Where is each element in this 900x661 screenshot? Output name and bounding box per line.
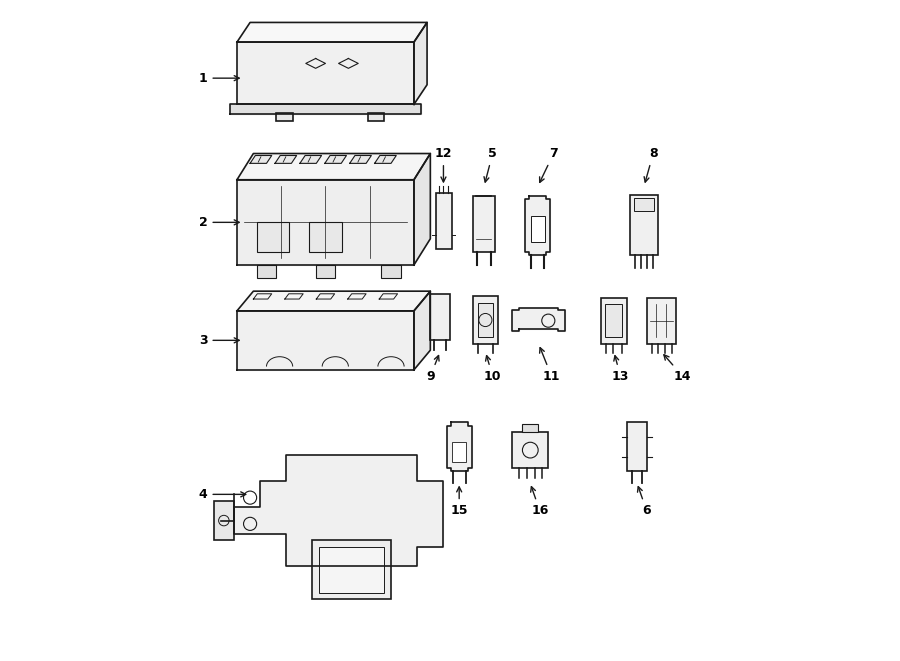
- Polygon shape: [237, 292, 430, 311]
- Bar: [430, 294, 450, 340]
- Bar: [309, 222, 342, 252]
- Polygon shape: [512, 307, 564, 331]
- Bar: [472, 296, 498, 344]
- Polygon shape: [414, 292, 430, 369]
- Polygon shape: [237, 153, 430, 180]
- Text: 1: 1: [199, 71, 239, 85]
- Bar: [522, 424, 538, 432]
- Polygon shape: [234, 455, 444, 566]
- Text: 6: 6: [637, 486, 651, 517]
- Polygon shape: [237, 42, 414, 104]
- Polygon shape: [350, 155, 372, 163]
- Text: 10: 10: [484, 356, 501, 383]
- Text: 2: 2: [199, 216, 239, 229]
- Polygon shape: [325, 155, 346, 163]
- Polygon shape: [300, 155, 321, 163]
- Bar: [531, 215, 545, 242]
- Bar: [606, 304, 623, 337]
- Bar: [382, 265, 400, 278]
- Text: 3: 3: [199, 334, 239, 347]
- Bar: [646, 297, 676, 344]
- Polygon shape: [237, 311, 414, 369]
- Text: 8: 8: [644, 147, 658, 182]
- Polygon shape: [414, 153, 430, 265]
- Bar: [601, 297, 627, 344]
- Bar: [630, 195, 658, 255]
- Bar: [478, 303, 493, 337]
- Bar: [436, 193, 452, 249]
- Polygon shape: [374, 155, 396, 163]
- Bar: [214, 501, 234, 540]
- Bar: [256, 222, 290, 252]
- Polygon shape: [526, 196, 550, 255]
- Polygon shape: [446, 422, 472, 471]
- Bar: [634, 198, 654, 212]
- Text: 15: 15: [450, 487, 468, 517]
- Bar: [316, 265, 336, 278]
- Text: 16: 16: [531, 486, 548, 517]
- Bar: [312, 540, 391, 600]
- Polygon shape: [237, 22, 428, 42]
- Text: 5: 5: [484, 147, 497, 182]
- Text: 9: 9: [426, 356, 439, 383]
- Polygon shape: [414, 22, 427, 104]
- Text: 14: 14: [664, 355, 691, 383]
- Bar: [452, 442, 466, 461]
- Bar: [472, 196, 495, 252]
- Bar: [256, 265, 276, 278]
- Text: 4: 4: [199, 488, 246, 501]
- Polygon shape: [237, 180, 414, 265]
- Bar: [368, 113, 384, 121]
- Bar: [627, 422, 646, 471]
- Bar: [276, 113, 292, 121]
- Polygon shape: [230, 104, 420, 114]
- Text: 12: 12: [435, 147, 452, 182]
- Bar: [512, 432, 548, 468]
- Text: 13: 13: [612, 356, 629, 383]
- Polygon shape: [250, 155, 272, 163]
- Text: 7: 7: [540, 147, 558, 182]
- Bar: [319, 547, 384, 593]
- Text: 11: 11: [540, 348, 561, 383]
- Polygon shape: [275, 155, 297, 163]
